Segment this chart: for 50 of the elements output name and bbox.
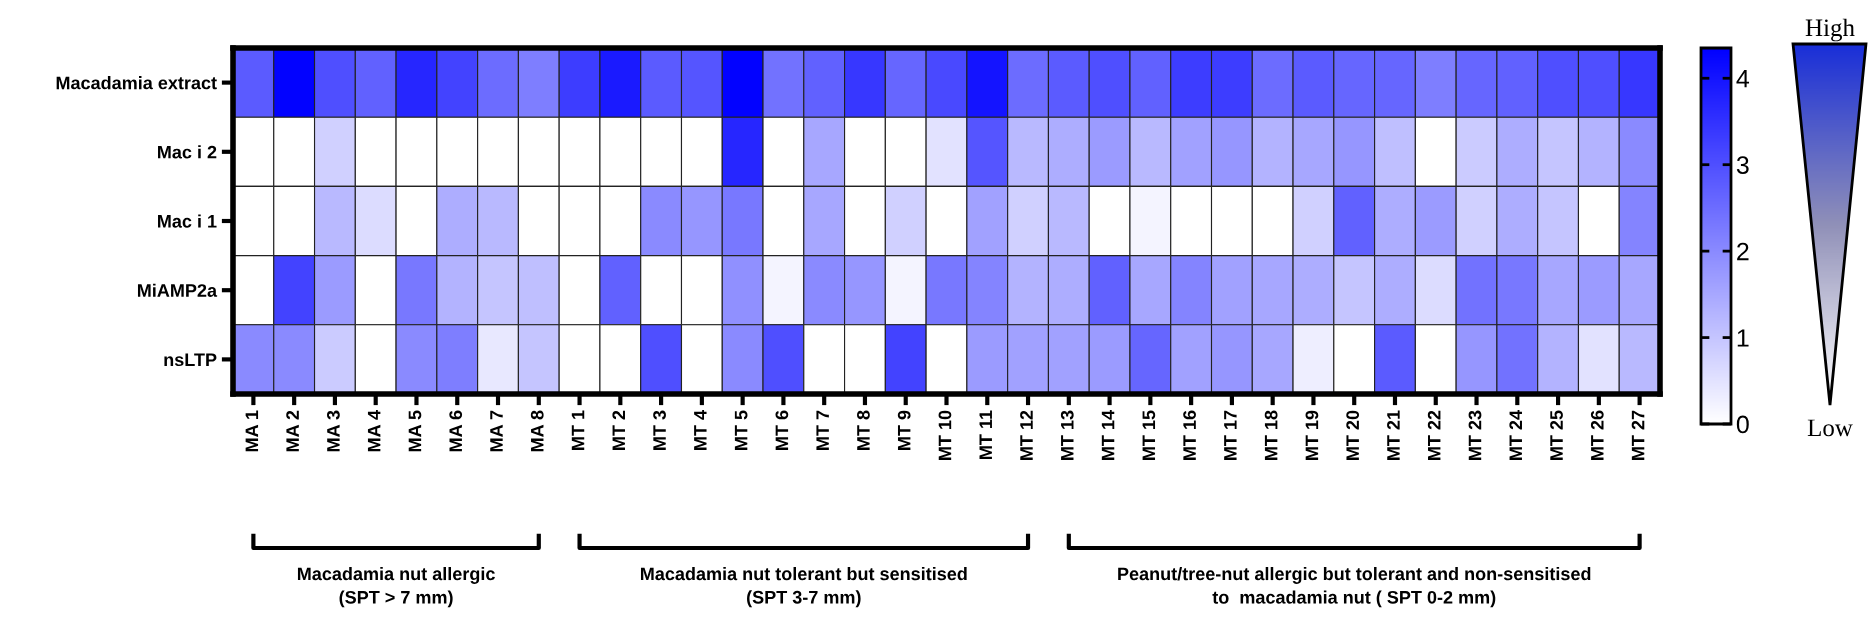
x-tick-label: MT 25 <box>1550 410 1563 460</box>
x-tick-label: MA 1 <box>245 410 259 452</box>
x-tick-label: MA 6 <box>449 410 463 452</box>
color-bar-label: 3 <box>1736 156 1749 174</box>
x-tick-label: MT 22 <box>1427 410 1441 460</box>
x-tick-label: MT 3 <box>653 410 666 450</box>
x-tick-label: MT 21 <box>1387 410 1400 460</box>
x-tick-label: MT 9 <box>897 410 911 450</box>
x-tick-label: MT 14 <box>1101 410 1115 460</box>
color-bar-label: 2 <box>1737 242 1749 261</box>
x-tick-label: MT 8 <box>857 410 870 450</box>
x-tick-label: MT 1 <box>571 410 585 450</box>
x-tick-label: MA 3 <box>326 410 340 452</box>
y-tick-label: Mac i 1 <box>158 214 217 228</box>
text: Macadamia nut allergic (SPT > 7 mm) <box>297 567 495 608</box>
x-tick-label: MT 15 <box>1142 410 1156 460</box>
x-tick-label: MT 11 <box>979 410 992 459</box>
x-tick-label: MT 16 <box>1183 410 1196 460</box>
x-tick-label: MT 27 <box>1631 410 1645 460</box>
text: High <box>1805 18 1855 42</box>
x-tick-label: MA 2 <box>286 410 299 452</box>
x-tick-label: MT 19 <box>1305 410 1319 460</box>
y-tick-label: MiAMP2a <box>137 283 218 297</box>
x-tick-label: MT 17 <box>1224 410 1237 460</box>
x-tick-label: MA 4 <box>367 410 381 452</box>
color-bar-label: 0 <box>1736 415 1749 434</box>
text: Low <box>1807 419 1853 437</box>
y-tick-label: nsLTP <box>164 353 217 367</box>
y-tick-label: Mac i 2 <box>158 145 217 159</box>
x-tick-label: MT 10 <box>938 410 952 460</box>
y-tick-label: Macadamia extract <box>56 76 217 90</box>
text: Macadamia nut tolerant but sensitised (SPT 3-7 mm) <box>640 567 967 608</box>
x-tick-label: MA 7 <box>490 410 503 452</box>
x-tick-label: MT 13 <box>1060 410 1074 460</box>
color-bar-label: 4 <box>1736 70 1750 88</box>
x-tick-label: MT 12 <box>1020 410 1033 460</box>
text: Peanut/tree-nut allergic but tolerant and non-sensitised to macadamia nut ( SPT 0-2 mm) <box>1118 567 1591 608</box>
x-tick-label: MT 23 <box>1468 410 1482 460</box>
x-tick-label: MA 5 <box>408 410 422 452</box>
x-tick-label: MT 20 <box>1346 410 1360 460</box>
x-tick-label: MT 7 <box>816 410 829 450</box>
x-tick-label: MT 18 <box>1264 410 1278 460</box>
x-tick-label: MT 5 <box>734 410 748 450</box>
x-tick-label: MT 2 <box>612 410 625 450</box>
x-tick-label: MT 26 <box>1590 410 1604 460</box>
x-tick-label: MT 4 <box>694 410 707 450</box>
x-tick-label: MT 6 <box>775 410 789 450</box>
x-tick-label: MA 8 <box>530 410 544 452</box>
color-bar-label: 1 <box>1737 329 1749 347</box>
x-tick-label: MT 24 <box>1509 410 1522 460</box>
